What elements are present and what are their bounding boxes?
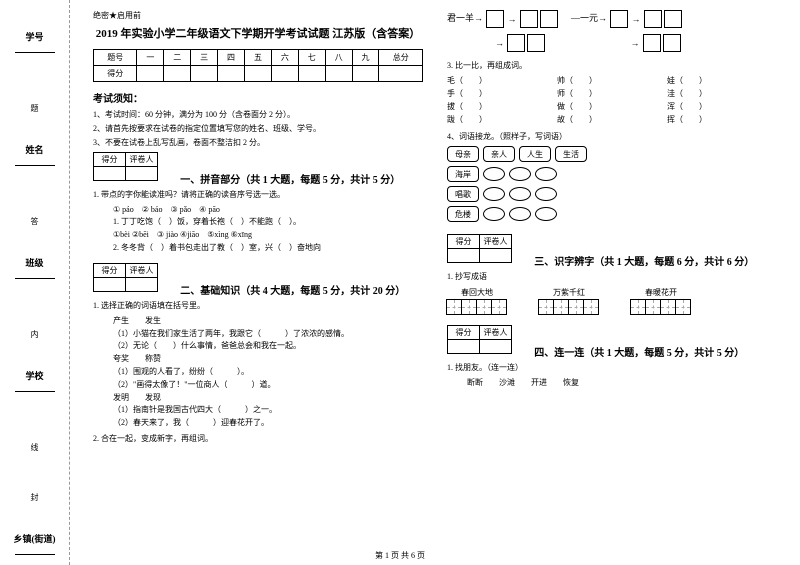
s2-item4: （2）"画得太像了！"一位商人（ ）道。 — [113, 379, 423, 392]
page-footer: 第 1 页 共 6 页 — [0, 550, 800, 561]
grade-box-3: 得分评卷人 — [447, 234, 512, 263]
exam-title: 2019 年实验小学二年级语文下学期开学考试试题 江苏版（含答案） — [93, 25, 423, 41]
gb2-score: 得分 — [94, 263, 126, 277]
grade-box-1: 得分评卷人 — [93, 152, 158, 181]
connect-row-1: 母亲 亲人 人生 生活 — [447, 146, 777, 162]
th-0: 题号 — [94, 50, 137, 66]
label-school: 学校 — [25, 371, 43, 381]
th-9: 九 — [352, 50, 379, 66]
compare-row-1: 毛（ ） 帅（ ） 娃（ ） — [447, 75, 777, 86]
side-label-1: 题 — [0, 103, 69, 113]
s2-pair2: 夸奖 称赞 — [113, 353, 423, 366]
grade-box-4: 得分评卷人 — [447, 325, 512, 354]
exam-page: 学号 题 姓名 答 班级 内 学校 线 封 乡镇(街道) 绝密★启用前 2019… — [0, 0, 800, 565]
margin-name: 姓名 — [0, 143, 69, 166]
compare-row-2: 手（ ） 师（ ） 洼（ ） — [447, 88, 777, 99]
section2-title: 二、基础知识（共 4 大题，每题 5 分，共计 20 分） — [180, 282, 405, 297]
s2-item5: （1）指南针是我国古代四大（ ）之一。 — [113, 404, 423, 417]
section1-title: 一、拼音部分（共 1 大题，每题 5 分，共计 5 分） — [180, 171, 400, 186]
s2-item1: （1）小猫在我们家生活了两年，我跟它（ ）了浓浓的感情。 — [113, 328, 423, 341]
th-3: 三 — [191, 50, 218, 66]
th-6: 六 — [271, 50, 298, 66]
s1-line2: 2. 冬冬背（ ）着书包走出了教（ ）室，兴（ ）奋地向 — [113, 242, 423, 255]
s2-pair1: 产生 发生 — [113, 315, 423, 328]
secret-label: 绝密★启用前 — [93, 10, 423, 21]
score-table: 题号 一 二 三 四 五 六 七 八 九 总分 得分 — [93, 49, 423, 82]
s3-q1: 1. 抄写成语 — [447, 271, 777, 283]
side-label-4: 线 — [0, 442, 69, 452]
th-1: 一 — [137, 50, 164, 66]
gb3-score: 得分 — [448, 235, 480, 249]
notice-3: 3、不要在试卷上乱写乱画，卷面不整洁扣 2 分。 — [93, 137, 423, 148]
idiom-2: 万紫千红 — [539, 287, 599, 315]
gb4-score: 得分 — [448, 326, 480, 340]
notice-title: 考试须知： — [93, 90, 423, 105]
left-column: 绝密★启用前 2019 年实验小学二年级语文下学期开学考试试题 江苏版（含答案）… — [85, 10, 435, 555]
margin-student-id: 学号 — [0, 30, 69, 53]
grade-box-2: 得分评卷人 — [93, 263, 158, 292]
binding-margin: 学号 题 姓名 答 班级 内 学校 线 封 乡镇(街道) — [0, 0, 70, 565]
s2-q1: 1. 选择正确的词语填在括号里。 — [93, 300, 423, 312]
combo1-label: 君一羊→ — [447, 13, 483, 23]
s1-opts1: ① páo ② báo ③ pǎo ④ pāo — [113, 204, 423, 217]
idiom-3: 春暖花开 — [631, 287, 691, 315]
s1-q1: 1. 带点的字你能读准吗？请将正确的读音序号选一选。 — [93, 189, 423, 201]
score-header-row: 题号 一 二 三 四 五 六 七 八 九 总分 — [94, 50, 423, 66]
idiom-1: 春回大地 — [447, 287, 507, 315]
gb-score: 得分 — [94, 152, 126, 166]
label-name: 姓名 — [25, 145, 43, 155]
th-7: 七 — [298, 50, 325, 66]
right-column: 君一羊→ → —一元→ → → → 3. 比一比，再组成词。 毛（ ） 帅（ ）… — [435, 10, 785, 555]
s2-item6: （2）春天来了，我（ ）迎春花开了。 — [113, 417, 423, 430]
char-combo-row2: → → — [495, 34, 777, 52]
compare-title: 3. 比一比，再组成词。 — [447, 60, 777, 72]
s2-pair3: 发明 发现 — [113, 392, 423, 405]
th-10: 总分 — [379, 50, 423, 66]
connect-title: 4、词语接龙。（照样子，写词语） — [447, 131, 777, 143]
connect-row-4: 危楼 — [447, 206, 777, 222]
idiom-row: 春回大地 万紫千红 春暖花开 — [447, 287, 777, 315]
notice-2: 2、请首先按要求在试卷的指定位置填写您的姓名、班级、学号。 — [93, 123, 423, 134]
connect-row-2: 海岸 — [447, 166, 777, 182]
th-2: 二 — [164, 50, 191, 66]
s4-words: 断断 沙滩 开进 恢复 — [467, 377, 777, 390]
label-student-id: 学号 — [25, 32, 43, 42]
gb4-grader: 评卷人 — [480, 326, 512, 340]
connect-row-3: 唱歌 — [447, 186, 777, 202]
compare-row-4: 跋（ ） 故（ ） 挥（ ） — [447, 114, 777, 125]
s1-opts2: ①bèi ②bēi ③ jiào ④jiāo ⑤xìng ⑥xīng — [113, 229, 423, 242]
th-8: 八 — [325, 50, 352, 66]
s1-line1: 1. 丁丁吃饱（ ）饭，穿着长袍（ ）不能跑（ ）。 — [113, 216, 423, 229]
compare-row-3: 拔（ ） 做（ ） 浑（ ） — [447, 101, 777, 112]
score-label: 得分 — [94, 66, 137, 82]
score-value-row: 得分 — [94, 66, 423, 82]
label-class: 班级 — [25, 258, 43, 268]
th-4: 四 — [218, 50, 245, 66]
s2-item2: （2）无论（ ）什么事情，爸爸总会和我在一起。 — [113, 340, 423, 353]
margin-class: 班级 — [0, 256, 69, 279]
s2-item3: （1）围观的人看了，纷纷（ ）。 — [113, 366, 423, 379]
side-label-5: 封 — [0, 492, 69, 502]
char-combo-row1: 君一羊→ → —一元→ → — [447, 10, 777, 28]
section4-title: 四、连一连（共 1 大题，每题 5 分，共计 5 分） — [534, 344, 744, 359]
notice-1: 1、考试时间：60 分钟，满分为 100 分（含卷面分 2 分）。 — [93, 109, 423, 120]
gb2-grader: 评卷人 — [126, 263, 158, 277]
gb3-grader: 评卷人 — [480, 235, 512, 249]
s4-q1: 1. 找朋友。（连一连） — [447, 362, 777, 374]
th-5: 五 — [245, 50, 272, 66]
s2-q2: 2. 合在一起，变成新字，再组词。 — [93, 433, 423, 445]
combo2-label: —一元→ — [571, 13, 607, 23]
label-township: 乡镇(街道) — [14, 534, 56, 544]
section3-title: 三、识字辨字（共 1 大题，每题 6 分，共计 6 分） — [534, 253, 754, 268]
content-area: 绝密★启用前 2019 年实验小学二年级语文下学期开学考试试题 江苏版（含答案）… — [70, 0, 800, 565]
margin-school: 学校 — [0, 369, 69, 392]
side-label-2: 答 — [0, 216, 69, 226]
gb-grader: 评卷人 — [126, 152, 158, 166]
side-label-3: 内 — [0, 329, 69, 339]
